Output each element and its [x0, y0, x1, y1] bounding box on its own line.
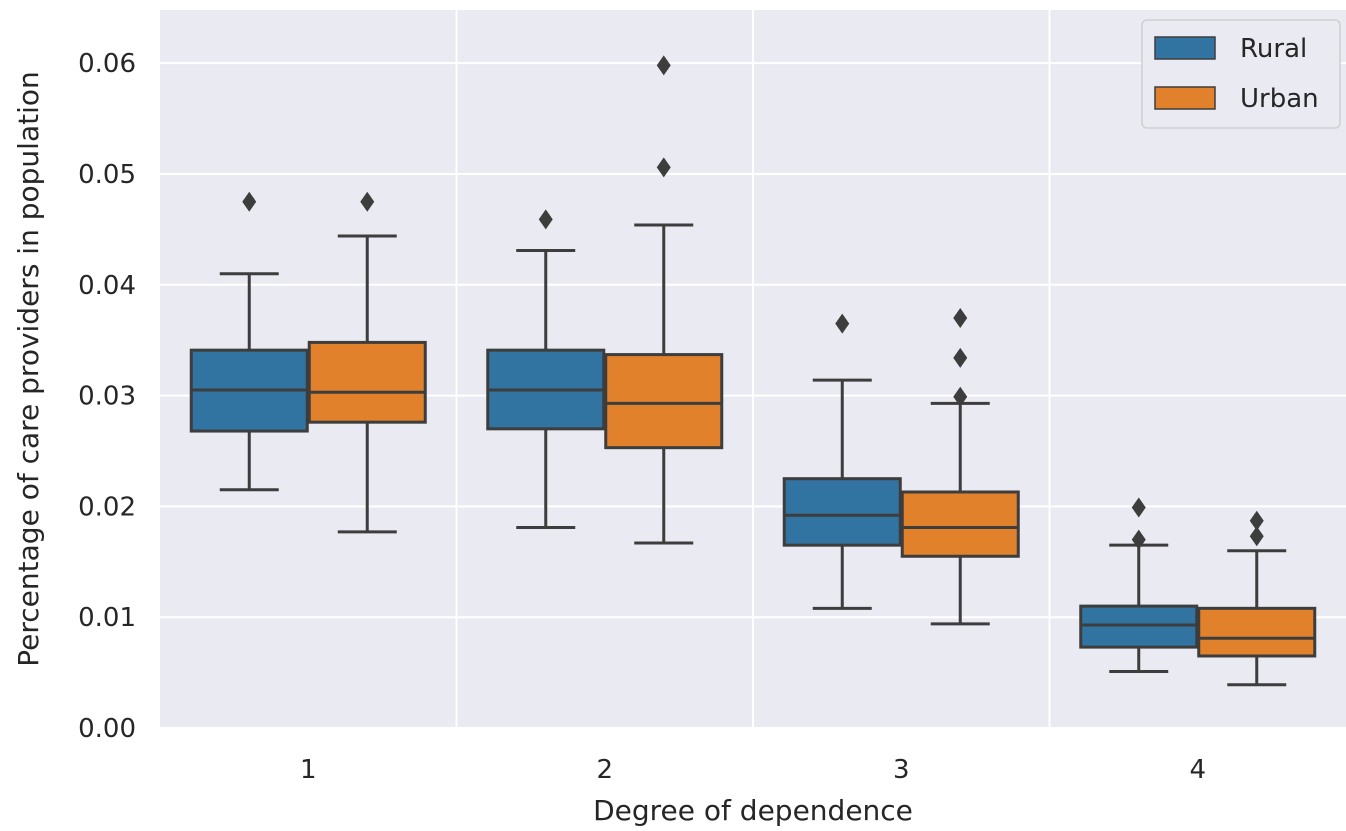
y-tick-label: 0.01	[78, 603, 136, 633]
outlier-point	[538, 209, 553, 230]
box-rural-1	[189, 191, 309, 492]
x-tick-label: 2	[596, 755, 613, 785]
y-tick-label: 0.00	[78, 714, 136, 744]
y-axis-label: Percentage of care providers in populati…	[12, 71, 45, 666]
iqr-box	[307, 340, 427, 424]
y-tick-label: 0.06	[78, 49, 136, 79]
iqr-box	[1197, 606, 1317, 658]
iqr-box	[1079, 604, 1199, 649]
box-rural-3	[782, 313, 902, 610]
outlier-point	[360, 191, 375, 212]
y-tick-label: 0.03	[78, 382, 136, 412]
legend-label-rural: Rural	[1240, 34, 1307, 64]
outlier-point	[953, 308, 968, 329]
y-tick-label: 0.02	[78, 492, 136, 522]
outlier-point	[656, 157, 671, 178]
iqr-box	[782, 477, 902, 547]
box-rural-2	[486, 209, 606, 529]
x-tick-labels: 1 2 3 4	[300, 755, 1206, 785]
box-urban-3	[900, 308, 1020, 626]
outlier-point	[953, 347, 968, 368]
box-urban-4	[1197, 510, 1317, 687]
box-rural-4	[1079, 497, 1199, 673]
legend-swatch-urban	[1154, 86, 1216, 110]
outlier-point	[953, 386, 968, 407]
legend-swatch-rural	[1154, 36, 1216, 60]
x-tick-label: 4	[1189, 755, 1206, 785]
box-group	[189, 55, 1317, 687]
box-urban-1	[307, 191, 427, 534]
outlier-point	[1131, 529, 1146, 550]
y-tick-labels: 0.00 0.01 0.02 0.03 0.04 0.05 0.06	[78, 49, 136, 744]
y-tick-label: 0.04	[78, 271, 136, 301]
box-urban-2	[604, 55, 724, 545]
x-tick-label: 1	[300, 755, 317, 785]
y-tick-label: 0.05	[78, 160, 136, 190]
outlier-point	[1131, 497, 1146, 518]
outlier-point	[1249, 526, 1264, 547]
outlier-point	[242, 191, 257, 212]
x-axis-label: Degree of dependence	[593, 794, 913, 827]
iqr-box	[604, 353, 724, 450]
legend-label-urban: Urban	[1240, 84, 1319, 114]
iqr-box	[900, 490, 1020, 558]
legend: Rural Urban	[1141, 19, 1341, 129]
outlier-point	[656, 55, 671, 76]
outlier-point	[1249, 510, 1264, 531]
x-tick-label: 3	[893, 755, 910, 785]
outlier-point	[835, 313, 850, 334]
